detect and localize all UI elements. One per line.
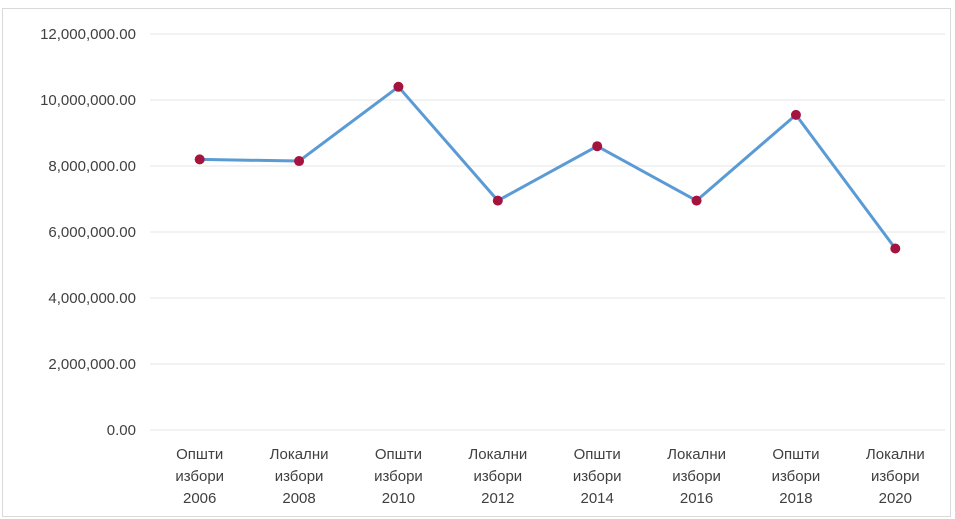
y-axis-tick-labels: 0.00 2,000,000.00 4,000,000.00 6,000,000.00…: [40, 26, 136, 439]
x-tick-label: Локални избори 2008: [270, 446, 329, 507]
x-tick-label-line: 2008: [282, 490, 315, 507]
x-tick-label-line: Локални: [866, 446, 925, 463]
x-tick-label-line: избори: [374, 468, 423, 485]
x-tick-label-line: избори: [573, 468, 622, 485]
x-tick-label-line: Општи: [375, 446, 422, 463]
x-tick-label-line: Локални: [468, 446, 527, 463]
data-point: [393, 81, 404, 92]
data-point: [492, 195, 503, 206]
x-tick-label: Општи избори 2018: [772, 446, 821, 507]
x-tick-label-line: 2006: [183, 490, 216, 507]
data-point: [294, 156, 305, 167]
x-tick-label-line: Општи: [176, 446, 223, 463]
data-point: [890, 243, 901, 254]
x-tick-label-line: Општи: [574, 446, 621, 463]
series-layer: [198, 85, 897, 250]
chart-frame: [2, 8, 951, 517]
x-tick-label-line: Локални: [270, 446, 329, 463]
data-point: [592, 141, 603, 152]
y-tick-label: 4,000,000.00: [48, 290, 136, 307]
data-point: [790, 109, 801, 120]
series-line: [198, 85, 897, 250]
x-tick-label-line: 2014: [581, 490, 614, 507]
x-tick-label: Општи избори 2006: [175, 446, 224, 507]
x-tick-label-line: Локални: [667, 446, 726, 463]
y-tick-label: 10,000,000.00: [40, 92, 136, 109]
x-tick-label-line: избори: [473, 468, 522, 485]
x-tick-label-line: Општи: [772, 446, 819, 463]
gridlines: [150, 33, 945, 431]
y-tick-label: 6,000,000.00: [48, 224, 136, 241]
data-point: [194, 154, 205, 165]
y-tick-label: 12,000,000.00: [40, 26, 136, 43]
x-axis-tick-labels: Општи избори 2006 Локални избори 2008 Општи изб…: [175, 446, 924, 507]
x-tick-label-line: 2010: [382, 490, 415, 507]
x-tick-label-line: избори: [871, 468, 920, 485]
x-tick-label: Локални избори 2012: [468, 446, 527, 507]
x-tick-label-line: избори: [175, 468, 224, 485]
x-tick-label: Локални избори 2020: [866, 446, 925, 507]
x-tick-label-line: избори: [275, 468, 324, 485]
y-tick-label: 8,000,000.00: [48, 158, 136, 175]
x-tick-label-line: избори: [772, 468, 821, 485]
x-tick-label-line: 2016: [680, 490, 713, 507]
y-tick-label: 0.00: [107, 422, 136, 439]
x-tick-label-line: 2012: [481, 490, 514, 507]
data-point: [691, 195, 702, 206]
x-tick-label: Општи избори 2014: [573, 446, 622, 507]
y-tick-label: 2,000,000.00: [48, 356, 136, 373]
x-tick-label-line: 2020: [879, 490, 912, 507]
x-tick-label: Општи избори 2010: [374, 446, 423, 507]
x-tick-label-line: 2018: [779, 490, 812, 507]
marker-layer: [194, 81, 901, 254]
x-tick-label: Локални избори 2016: [667, 446, 726, 507]
x-tick-label-line: избори: [672, 468, 721, 485]
